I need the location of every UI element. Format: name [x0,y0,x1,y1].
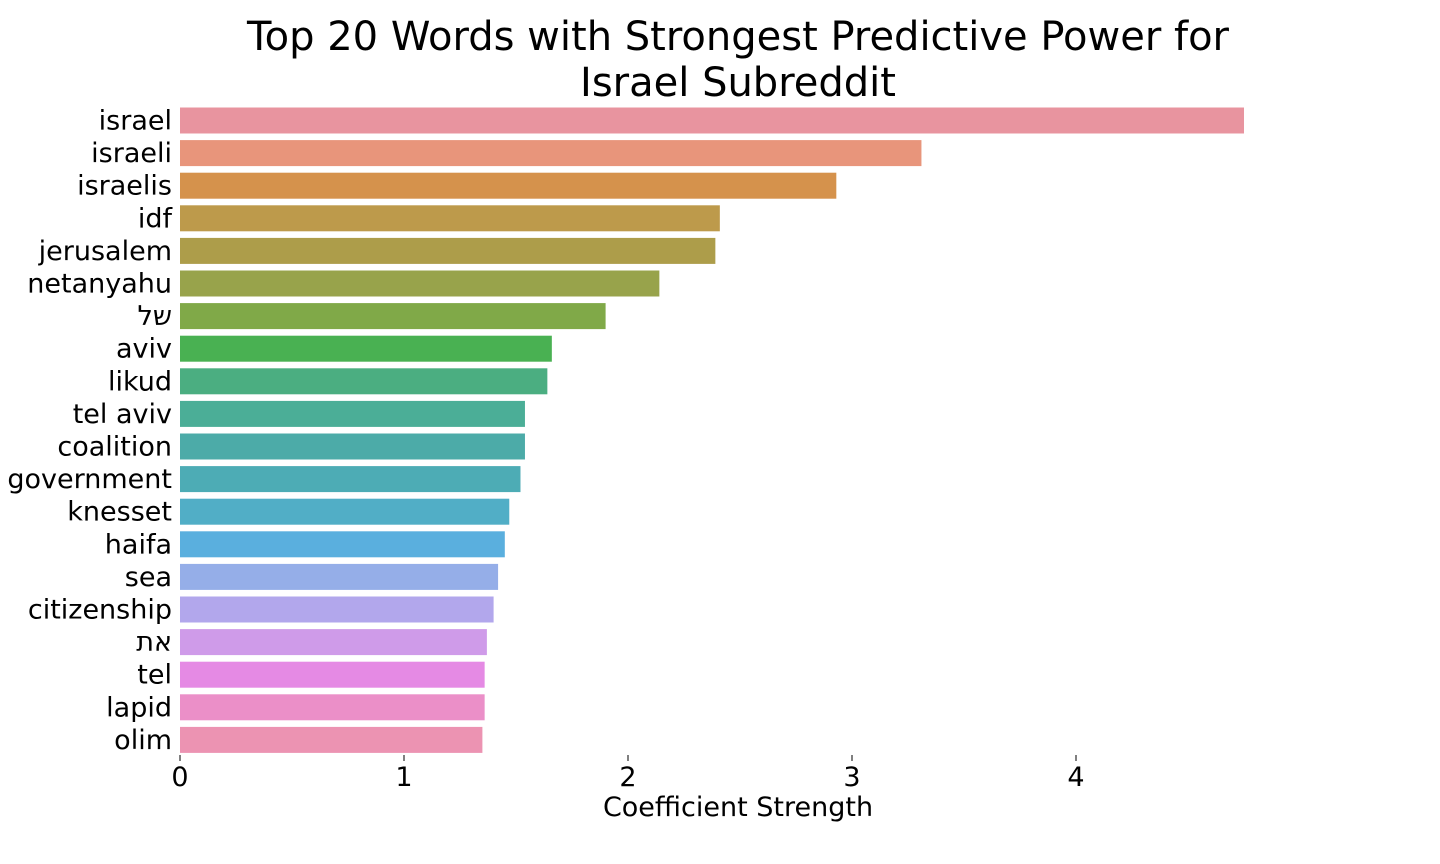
y-tick-label-9: tel aviv [73,399,172,430]
bar-2 [180,172,837,199]
y-tick-label-1: israeli [91,138,172,169]
y-tick-label-6: של [138,301,172,332]
y-tick-label-7: aviv [116,334,172,365]
bar-10 [180,433,525,460]
y-tick-label-3: idf [138,203,174,234]
bar-1 [180,140,922,167]
bar-18 [180,694,485,721]
y-tick-label-18: lapid [106,692,172,723]
bar-0 [180,107,1244,134]
bar-9 [180,400,525,427]
y-tick-label-5: netanyahu [27,269,172,300]
x-tick-label-3: 3 [843,762,860,793]
y-tick-label-17: tel [137,660,172,691]
bar-19 [180,726,483,753]
y-tick-label-2: israelis [77,171,172,202]
bar-4 [180,237,716,264]
bar-13 [180,531,505,558]
y-tick-label-11: government [7,464,172,495]
x-tick-label-4: 4 [1067,762,1084,793]
bar-17 [180,661,485,688]
bar-14 [180,563,499,590]
x-ticks: 0 1 2 3 4 [171,755,1085,793]
bar-11 [180,466,521,493]
y-tick-label-16: את [136,627,172,658]
x-tick-label-0: 0 [171,762,188,793]
y-tick-label-0: israel [99,106,172,137]
y-tick-label-19: olim [114,725,172,756]
y-tick-label-12: knesset [67,497,172,528]
bar-15 [180,596,494,623]
y-tick-label-4: jerusalem [38,236,172,267]
chart-title-line-2: Israel Subreddit [580,60,896,106]
y-tick-label-8: likud [108,366,172,397]
bar-8 [180,368,548,395]
bar-6 [180,303,606,330]
bar-3 [180,205,720,232]
y-tick-label-14: sea [125,562,172,593]
y-tick-labels: israelisraeliisraelisidfjerusalemnetanya… [7,106,173,756]
x-axis-label: Coefficient Strength [603,792,873,823]
bar-16 [180,629,487,656]
x-tick-label-1: 1 [395,762,412,793]
bar-7 [180,335,552,362]
y-tick-label-15: citizenship [28,595,172,626]
y-tick-label-13: haifa [105,529,172,560]
bar-12 [180,498,510,525]
y-tick-label-10: coalition [57,432,172,463]
x-tick-label-2: 2 [619,762,636,793]
bar-5 [180,270,660,297]
bars-group [180,107,1244,753]
chart-title-line-1: Top 20 Words with Strongest Predictive P… [246,14,1230,60]
